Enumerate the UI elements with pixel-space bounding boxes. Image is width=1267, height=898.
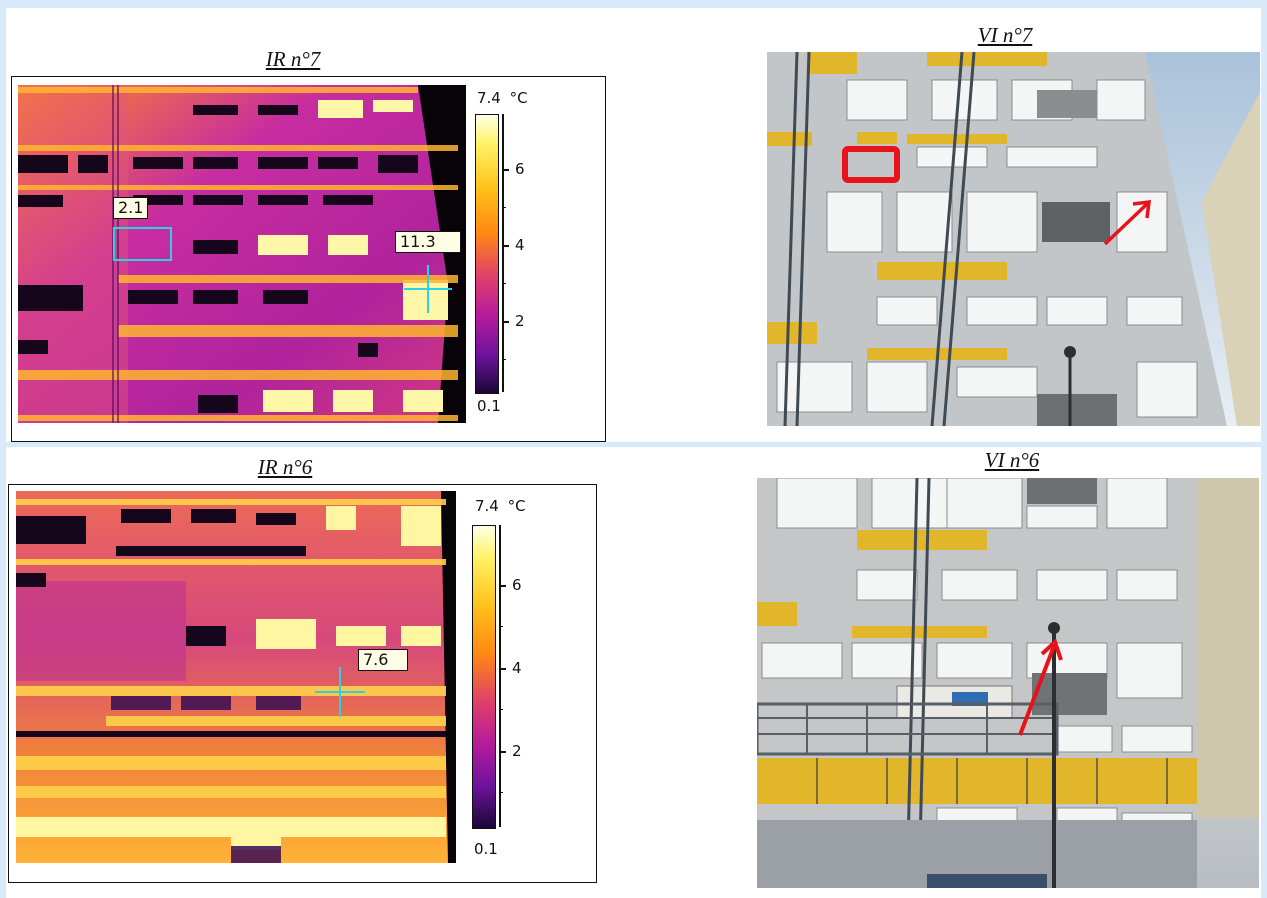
scale-axis	[502, 114, 504, 392]
vi-7-building-photo	[767, 52, 1260, 426]
tick-label-6: 6	[512, 576, 522, 594]
tick-4	[502, 245, 509, 247]
ir-6-caption: IR n°6	[257, 455, 313, 479]
scale-max-label: 7.4 °C	[477, 89, 528, 107]
ir-6-thermal-image	[16, 491, 456, 863]
tick-2	[502, 321, 509, 323]
tick-4	[499, 668, 506, 670]
tick-6	[499, 585, 506, 587]
tick-label-4: 4	[515, 236, 525, 254]
color-scale-bar	[475, 114, 499, 394]
color-scale-bar	[472, 525, 496, 829]
rectangle-marker-icon	[842, 146, 900, 183]
crosshair-icon	[404, 265, 452, 313]
scale-axis	[499, 525, 501, 827]
ir-6-thermogram	[16, 491, 456, 863]
ir-7-frame: 2.1 11.3 7.4 °C 6 4 2 0.1	[11, 76, 606, 442]
tick-label-6: 6	[515, 160, 525, 178]
ir-7-caption: IR n°7	[265, 47, 321, 71]
scale-unit: °C	[507, 497, 526, 515]
area-marker	[113, 227, 172, 261]
tick-minor-2	[502, 283, 506, 284]
scale-max-label: 7.4 °C	[475, 497, 526, 515]
vi-6-caption: VI n°6	[984, 448, 1040, 472]
scale-max-value: 7.4	[475, 497, 499, 515]
tick-minor-1	[499, 626, 503, 627]
vi-7-photo	[767, 52, 1260, 426]
tick-minor-3	[502, 359, 506, 360]
vi-7-caption: VI n°7	[977, 23, 1033, 47]
scale-min-label: 0.1	[477, 397, 501, 415]
scale-min-label: 0.1	[474, 840, 498, 858]
spot-temperature-label: 11.3	[395, 231, 461, 253]
tick-label-4: 4	[512, 659, 522, 677]
tick-2	[499, 751, 506, 753]
scale-unit: °C	[509, 89, 528, 107]
area-temperature-label: 2.1	[113, 197, 149, 219]
arrow-icon	[1103, 199, 1152, 246]
tick-label-2: 2	[512, 742, 522, 760]
crosshair-icon	[315, 667, 365, 717]
ir-7-thermal-image	[18, 85, 466, 423]
spot-temperature-label: 7.6	[358, 649, 408, 671]
tick-6	[502, 169, 509, 171]
vi-6-building-photo	[757, 478, 1259, 888]
tick-minor-2	[499, 709, 503, 710]
tick-label-2: 2	[515, 312, 525, 330]
ir-7-thermogram	[18, 85, 466, 423]
scale-max-value: 7.4	[477, 89, 501, 107]
vi-6-photo	[757, 478, 1259, 888]
tick-minor-1	[502, 207, 506, 208]
ir-6-frame: 7.6 7.4 °C 6 4 2 0.1	[8, 484, 597, 883]
tick-minor-3	[499, 792, 503, 793]
arrow-icon	[1018, 638, 1063, 736]
